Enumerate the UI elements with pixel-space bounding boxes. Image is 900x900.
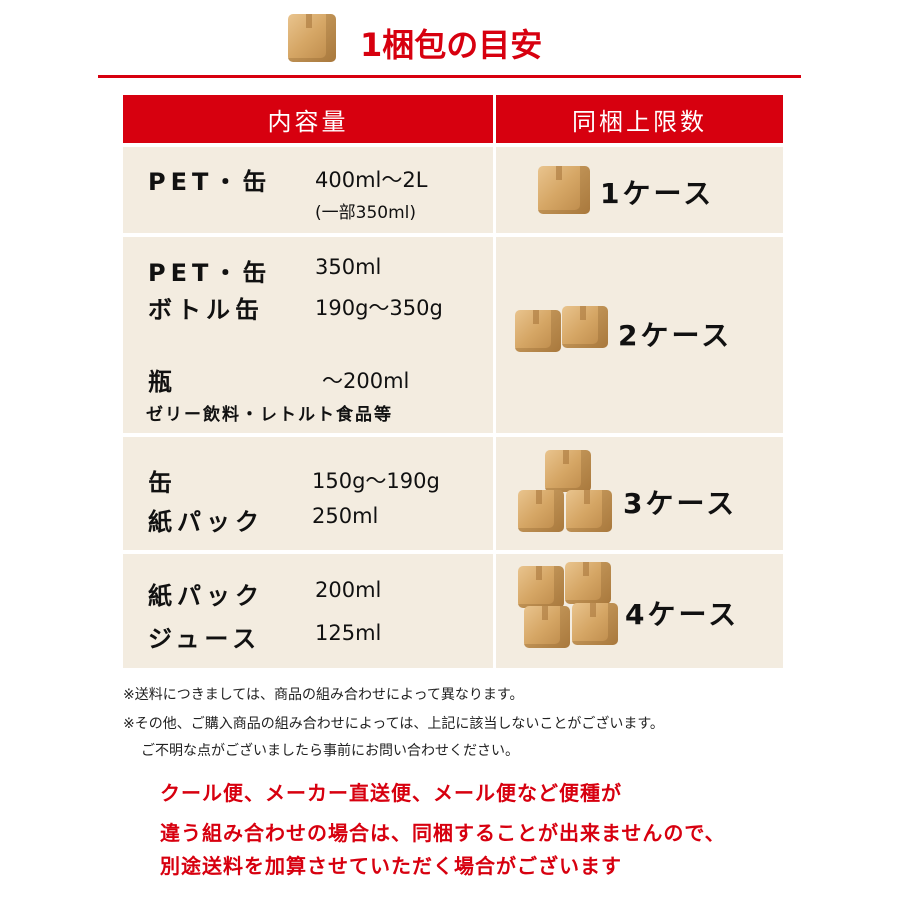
cardboard-box-icon [565, 562, 611, 604]
case-count: 1ケース [600, 177, 715, 210]
item-value: 200ml [315, 578, 382, 602]
cardboard-box-icon [524, 606, 570, 648]
cardboard-box-icon [538, 166, 590, 214]
item-value: 125ml [315, 621, 382, 645]
item-value: 150g〜190g [312, 469, 440, 493]
item-label: ジュース [148, 625, 262, 653]
note-line: ※その他、ご購入商品の組み合わせによっては、上記に該当しないことがございます。 [123, 716, 664, 732]
note-line: ※送料につきましては、商品の組み合わせによって異なります。 [123, 687, 524, 703]
case-count: 3ケース [623, 487, 738, 520]
title-divider [98, 75, 801, 78]
item-label: PET・缶 [148, 259, 272, 287]
item-label: 缶 [148, 469, 177, 497]
cardboard-box-icon [545, 450, 591, 492]
cardboard-box-icon [562, 306, 608, 348]
row-4-content [123, 554, 493, 668]
item-label: PET・缶 [148, 168, 272, 196]
warning-line: 別途送料を加算させていただく場合がございます [160, 854, 622, 878]
item-label: 紙パック [148, 582, 264, 610]
warning-line: クール便、メーカー直送便、メール便など便種が [160, 781, 622, 805]
item-value: 190g〜350g [315, 296, 443, 320]
item-value: 350ml [315, 255, 382, 279]
cardboard-box-icon [572, 603, 618, 645]
item-subvalue: (一部350ml) [315, 203, 416, 223]
item-note: ゼリー飲料・レトルト食品等 [146, 405, 393, 425]
header-content: 内容量 [123, 95, 493, 143]
item-label: ボトル缶 [148, 296, 264, 324]
row-3-content [123, 437, 493, 550]
row-1-content [123, 147, 493, 233]
cardboard-box-icon [518, 566, 564, 608]
row-2-content [123, 237, 493, 433]
item-label: 瓶 [148, 368, 177, 396]
warning-line: 違う組み合わせの場合は、同梱することが出来ませんので、 [160, 821, 726, 845]
item-value: 250ml [312, 504, 379, 528]
item-label: 紙パック [148, 508, 264, 536]
item-value: 〜200ml [322, 369, 410, 393]
cardboard-box-icon [566, 490, 612, 532]
case-count: 4ケース [625, 598, 740, 631]
cardboard-box-icon [288, 14, 336, 62]
page-title: 1梱包の目安 [360, 26, 543, 64]
case-count: 2ケース [618, 319, 733, 352]
note-line: ご不明な点がございましたら事前にお問い合わせください。 [141, 743, 519, 759]
item-value: 400ml〜2L [315, 168, 428, 192]
header-limit: 同梱上限数 [496, 95, 783, 143]
cardboard-box-icon [515, 310, 561, 352]
cardboard-box-icon [518, 490, 564, 532]
